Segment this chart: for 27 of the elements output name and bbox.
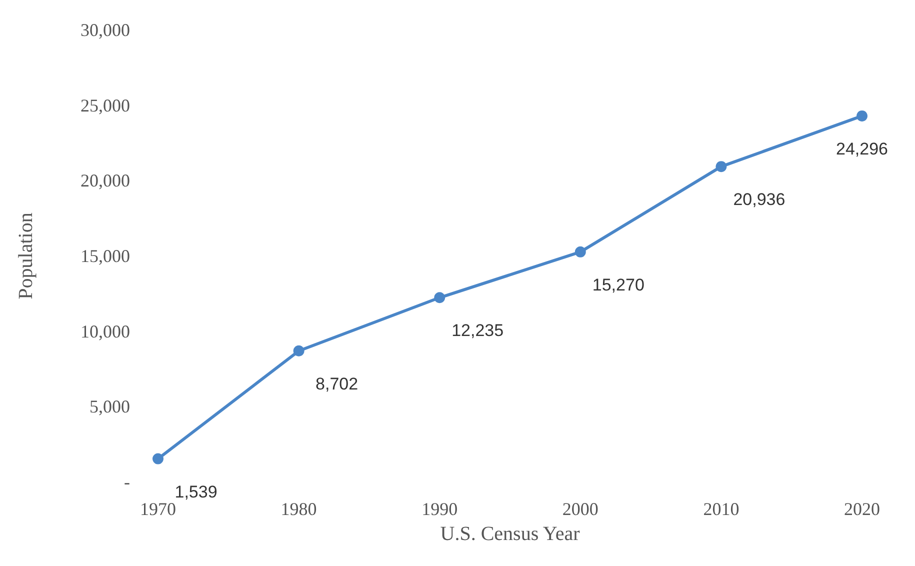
data-label: 15,270: [592, 275, 644, 294]
y-tick-label: 30,000: [80, 20, 130, 40]
point: [856, 110, 868, 122]
data-label: 24,296: [836, 139, 888, 158]
point: [152, 453, 164, 464]
data-label: 1,539: [174, 482, 218, 502]
point: [434, 292, 446, 304]
y-tick-label: -: [124, 472, 130, 492]
x-tick-label: 2000: [562, 499, 598, 519]
point: [293, 345, 304, 356]
y-tick-label: 25,000: [80, 95, 130, 116]
data-label: 8,702: [316, 374, 358, 394]
y-tick-label: 15,000: [80, 246, 130, 266]
x-axis-title: U.S. Census Year: [440, 523, 580, 545]
y-tick-label: 5,000: [90, 396, 130, 417]
x-tick-label: 1970: [140, 499, 176, 519]
data-label: 20,936: [733, 190, 786, 210]
x-tick-label: 2010: [703, 499, 740, 519]
y-axis-title: Population: [15, 212, 37, 300]
y-tick-label: 20,000: [80, 170, 130, 191]
x-tick-label: 1990: [422, 499, 458, 519]
y-tick-label: 10,000: [80, 321, 130, 342]
point: [574, 246, 586, 258]
data-label: 12,235: [452, 321, 504, 340]
point: [716, 161, 727, 172]
x-tick-label: 1980: [280, 499, 317, 519]
x-tick-label: 2020: [844, 499, 880, 519]
